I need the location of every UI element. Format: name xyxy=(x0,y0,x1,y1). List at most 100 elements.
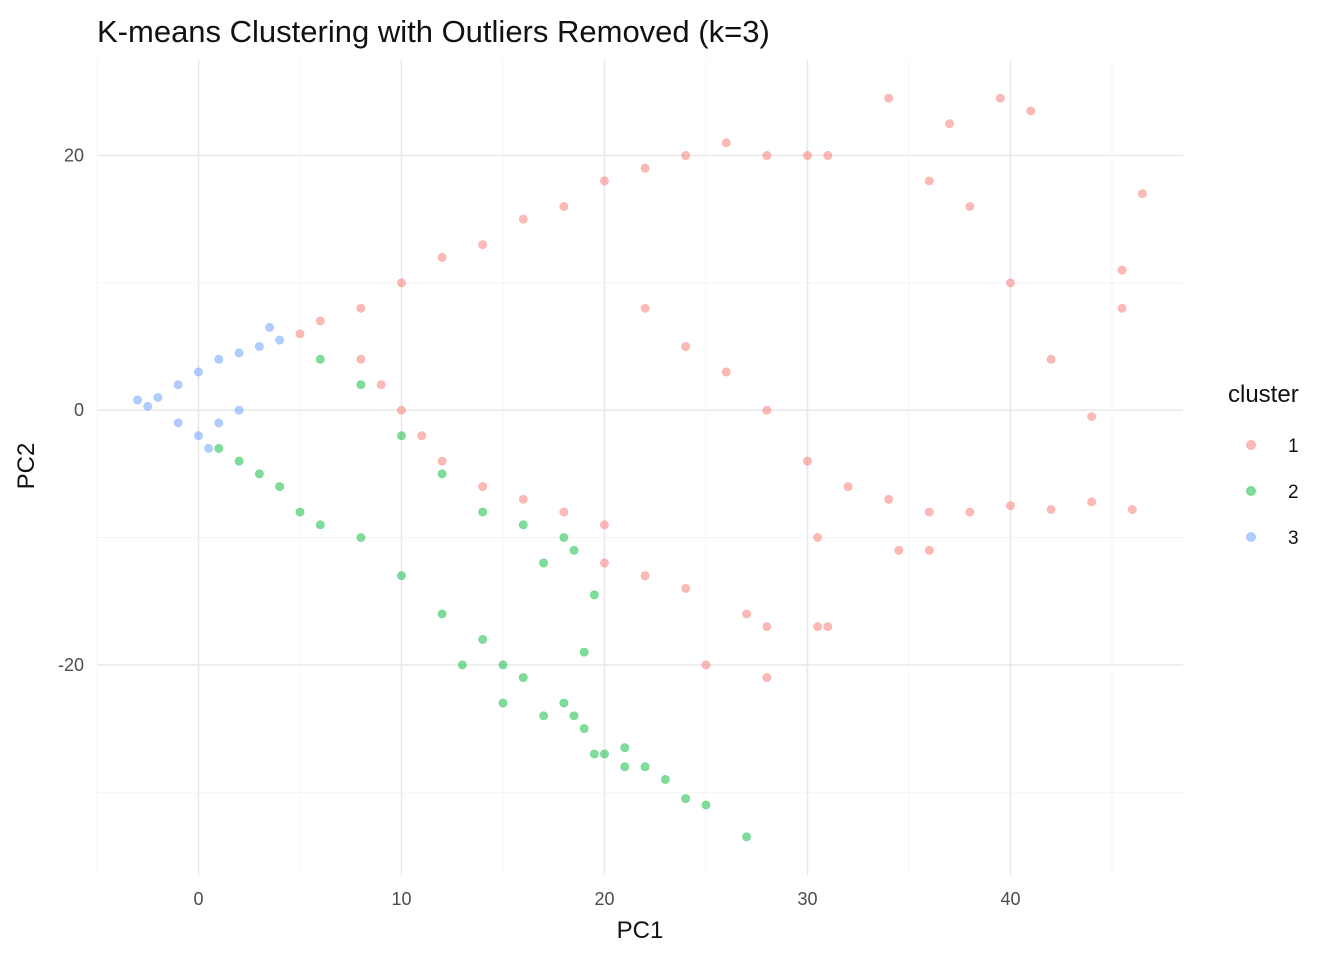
chart-title: K-means Clustering with Outliers Removed… xyxy=(97,14,770,49)
cluster-3-point xyxy=(265,322,275,332)
cluster-3-point xyxy=(193,431,203,441)
cluster-3-point xyxy=(193,367,203,377)
cluster-2-point xyxy=(589,590,599,600)
cluster-1-point xyxy=(640,303,650,313)
cluster-3-point xyxy=(173,418,183,428)
cluster-1-point xyxy=(1087,412,1097,422)
cluster-1-point xyxy=(376,380,386,390)
cluster-1-point xyxy=(640,163,650,173)
cluster-2-point xyxy=(559,533,569,543)
cluster-1-point xyxy=(813,622,823,632)
x-tick-label: 40 xyxy=(1000,889,1020,909)
cluster-1-point xyxy=(681,342,691,352)
cluster-2-point xyxy=(539,711,549,721)
cluster-1-point xyxy=(437,456,447,466)
cluster-1-point xyxy=(823,622,833,632)
cluster-1-point xyxy=(762,673,772,683)
cluster-1-point xyxy=(762,405,772,415)
y-axis-ticks: -20 0 20 xyxy=(58,146,84,675)
x-tick-label: 30 xyxy=(797,889,817,909)
cluster-1-point xyxy=(843,482,853,492)
minor-gridlines xyxy=(96,60,1183,875)
cluster-2-point xyxy=(518,673,528,683)
cluster-2-point xyxy=(275,482,285,492)
y-tick-label: -20 xyxy=(58,655,84,675)
cluster-2-point xyxy=(620,743,630,753)
cluster-1-point xyxy=(1127,505,1137,515)
cluster-1-point xyxy=(823,151,833,161)
cluster-2-point xyxy=(539,558,549,568)
cluster-1-point xyxy=(356,354,366,364)
cluster-2-point xyxy=(396,431,406,441)
cluster-3-point xyxy=(275,335,285,345)
cluster-2-point xyxy=(315,520,325,530)
cluster-1-point xyxy=(924,545,934,555)
y-tick-label: 0 xyxy=(74,400,84,420)
cluster-1-point xyxy=(924,176,934,186)
cluster-2-point xyxy=(356,533,366,543)
cluster-1-point xyxy=(640,571,650,581)
cluster-3-point xyxy=(143,401,153,411)
cluster-1-point xyxy=(945,119,955,129)
cluster-2-point xyxy=(559,698,569,708)
cluster-2-point xyxy=(742,832,752,842)
data-points xyxy=(133,93,1147,842)
x-tick-label: 10 xyxy=(391,889,411,909)
cluster-1-point xyxy=(995,93,1005,103)
major-gridlines xyxy=(97,60,1183,875)
cluster-2-point xyxy=(295,507,305,517)
cluster-1-point xyxy=(1026,106,1036,116)
cluster-1-point xyxy=(599,176,609,186)
cluster-1-point xyxy=(762,151,772,161)
legend-label-2: 2 xyxy=(1288,482,1299,503)
cluster-1-point xyxy=(1137,189,1147,199)
cluster-2-point xyxy=(478,507,488,517)
cluster-2-point xyxy=(478,634,488,644)
legend-label-1: 1 xyxy=(1288,436,1299,457)
cluster-1-point xyxy=(315,316,325,326)
cluster-1-point xyxy=(742,609,752,619)
cluster-2-point xyxy=(437,609,447,619)
cluster-2-point xyxy=(518,520,528,530)
cluster-1-point xyxy=(894,545,904,555)
cluster-2-point xyxy=(569,545,579,555)
legend-key-1 xyxy=(1246,440,1256,450)
cluster-1-point xyxy=(1046,505,1056,515)
cluster-1-point xyxy=(599,558,609,568)
cluster-1-point xyxy=(1005,278,1015,288)
cluster-2-point xyxy=(498,698,508,708)
legend-key-3 xyxy=(1246,532,1256,542)
y-tick-label: 20 xyxy=(64,146,84,166)
cluster-2-point xyxy=(457,660,467,670)
legend-label-3: 3 xyxy=(1288,528,1299,549)
cluster-1-point xyxy=(1117,265,1127,275)
y-axis-title: PC2 xyxy=(13,443,40,490)
cluster-1-point xyxy=(965,507,975,517)
cluster-1-point xyxy=(802,456,812,466)
cluster-2-point xyxy=(599,749,609,759)
cluster-2-point xyxy=(660,774,670,784)
cluster-1-point xyxy=(721,138,731,148)
cluster-2-point xyxy=(356,380,366,390)
cluster-1-point xyxy=(762,622,772,632)
x-tick-label: 20 xyxy=(594,889,614,909)
cluster-2-point xyxy=(498,660,508,670)
cluster-1-point xyxy=(681,151,691,161)
cluster-1-point xyxy=(559,507,569,517)
cluster-2-point xyxy=(579,647,589,657)
cluster-1-point xyxy=(518,214,528,224)
cluster-2-point xyxy=(589,749,599,759)
legend: cluster 1 2 3 xyxy=(1228,381,1299,549)
cluster-3-point xyxy=(254,342,264,352)
x-axis-title: PC1 xyxy=(617,917,664,944)
cluster-2-point xyxy=(214,443,224,453)
cluster-1-point xyxy=(721,367,731,377)
cluster-1-point xyxy=(356,303,366,313)
cluster-1-point xyxy=(295,329,305,339)
cluster-1-point xyxy=(1005,501,1015,511)
cluster-1-point xyxy=(396,278,406,288)
cluster-1-point xyxy=(417,431,427,441)
cluster-3-point xyxy=(204,443,214,453)
cluster-2-point xyxy=(437,469,447,479)
cluster-1-point xyxy=(478,482,488,492)
